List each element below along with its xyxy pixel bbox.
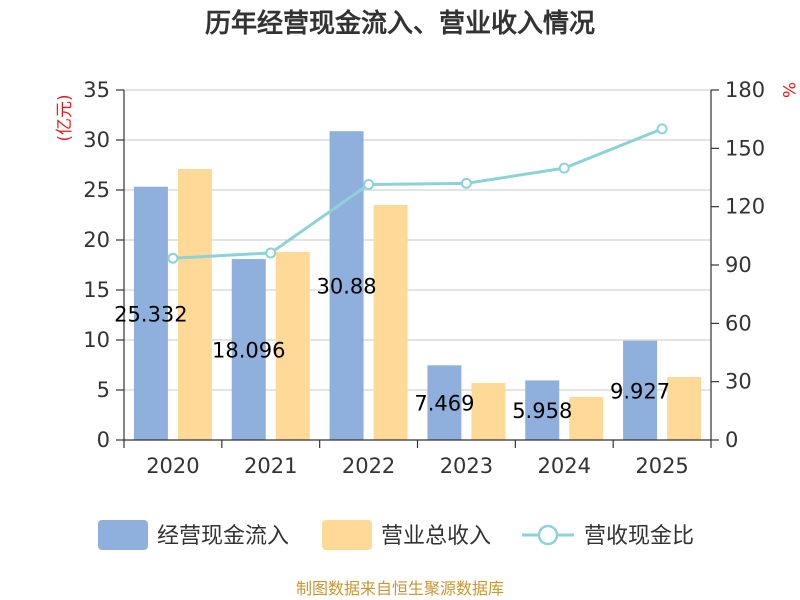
y-right-tick-label: 0 [725, 428, 738, 452]
bar-cashflow [525, 380, 560, 440]
source-note: 制图数据来自恒生聚源数据库 [296, 579, 504, 598]
legend-label-ratio: 营收现金比 [584, 524, 694, 549]
legend-marker-ratio [537, 524, 559, 546]
data-label-cashflow: 5.958 [512, 399, 572, 423]
y-right-tick-label: 30 [725, 370, 752, 394]
x-tick-label: 2024 [538, 454, 591, 478]
legend-swatch-cashflow [98, 520, 148, 550]
data-labels: 25.332 18.096 30.88 7.469 5.958 9.927 [114, 275, 670, 424]
ratio-line-path [172, 127, 663, 260]
data-label-cashflow: 18.096 [212, 339, 285, 363]
x-tick-label: 2025 [635, 454, 688, 478]
y-left-tick-label: 30 [83, 128, 110, 152]
data-label-cashflow: 9.927 [610, 379, 670, 403]
x-tick-label: 2021 [244, 454, 297, 478]
bar-revenue [177, 169, 212, 440]
bars [133, 131, 702, 440]
bar-cashflow [133, 186, 168, 440]
y-left-tick-label: 5 [97, 378, 110, 402]
bar-revenue [373, 205, 408, 440]
y-right-unit: % [778, 82, 798, 98]
bar-cashflow [427, 365, 462, 440]
data-label-cashflow: 25.332 [114, 302, 187, 326]
y-right-tick-label: 150 [725, 136, 765, 160]
ratio-point [167, 252, 179, 264]
bar-revenue [471, 383, 506, 440]
bar-revenue [275, 252, 310, 440]
y-left-tick-label: 0 [97, 428, 110, 452]
grid [124, 89, 711, 391]
chart-title: 历年经营现金流入、营业收入情况 [205, 8, 595, 39]
bar-revenue [667, 377, 702, 440]
x-tick-label: 2020 [146, 454, 199, 478]
y-left-tick-label: 25 [83, 178, 110, 202]
y-right-tick-label: 90 [725, 253, 752, 277]
x-tick-label: 2022 [342, 454, 395, 478]
y-left-tick-label: 35 [83, 78, 110, 102]
y-left-tick-label: 20 [83, 228, 110, 252]
y-left-tick-label: 10 [83, 328, 110, 352]
ratio-point [656, 123, 668, 135]
axes [116, 89, 719, 448]
ratio-point [363, 179, 375, 190]
legend-label-revenue: 营业总收入 [381, 524, 491, 549]
x-tick-label: 2023 [440, 454, 493, 478]
legend-label-cashflow: 经营现金流入 [157, 524, 289, 549]
data-label-cashflow: 7.469 [414, 392, 474, 416]
y-right-tick-label: 60 [725, 311, 752, 335]
y-left-tick-label: 15 [83, 278, 110, 302]
bar-cashflow [231, 259, 266, 440]
bar-cashflow [329, 131, 364, 440]
ratio-line [167, 123, 668, 264]
ratio-point [558, 162, 570, 174]
y-right-tick-label: 120 [725, 195, 765, 219]
legend-swatch-revenue [322, 520, 372, 550]
bar-revenue [569, 397, 604, 440]
data-label-cashflow: 30.88 [317, 275, 377, 299]
y-left-unit: (亿元) [55, 94, 75, 141]
bar-cashflow [623, 340, 658, 440]
ratio-point [460, 177, 472, 189]
y-right-tick-label: 180 [725, 78, 765, 102]
legend: 经营现金流入 营业总收入 营收现金比 [98, 520, 694, 550]
ratio-point [265, 247, 277, 259]
